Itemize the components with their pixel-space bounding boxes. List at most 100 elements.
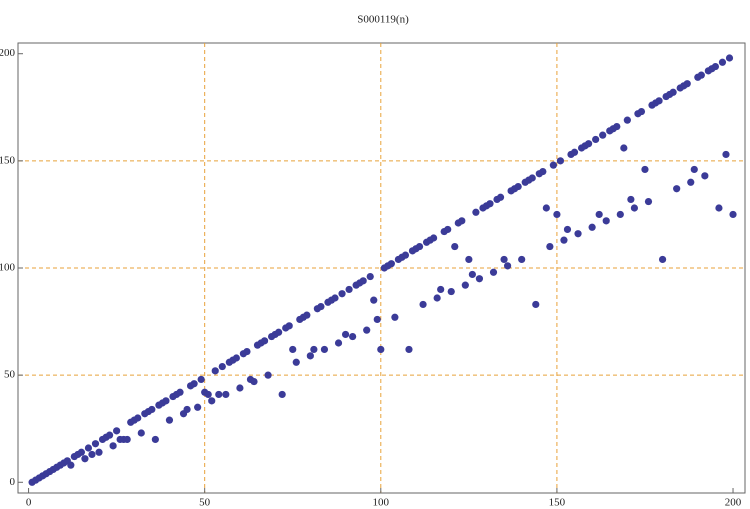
point [690,165,698,174]
point [419,300,427,309]
x-tick-label: 200 [725,497,742,509]
point [77,448,86,456]
point [613,122,621,131]
point [148,405,156,414]
point [528,174,536,182]
x-tick-label: 150 [549,497,566,509]
point [197,375,205,384]
point [437,285,445,294]
point [433,294,441,302]
x-tick-label: 0 [26,497,32,509]
point [289,345,297,354]
point [109,442,117,450]
point [637,107,646,116]
point [275,328,283,336]
y-tick-label: 0 [10,476,16,488]
point [211,367,219,375]
point [574,230,582,238]
point [243,347,251,356]
x-tick-label: 50 [199,497,211,509]
point [105,431,114,439]
point [500,255,508,264]
point [370,296,378,304]
point [701,172,709,180]
point [669,88,677,96]
point [218,362,226,371]
point [151,435,159,444]
point [563,225,572,234]
point [630,204,639,212]
point [430,234,438,242]
point [655,97,663,105]
point [602,217,610,225]
point [137,429,145,437]
point [486,200,494,208]
point [711,62,720,71]
point [176,388,184,396]
y-tick-label: 150 [0,154,16,166]
point [616,210,624,219]
point [366,272,374,281]
point [373,315,381,324]
point [260,337,269,345]
point [334,339,343,347]
point [556,157,565,165]
point [306,352,314,360]
point [320,345,329,354]
point [165,416,174,424]
point [363,326,371,334]
point [451,242,459,251]
point [415,242,424,251]
point [91,440,100,448]
point [292,358,300,366]
point [183,405,191,414]
point [236,384,244,392]
point [285,322,293,330]
point [359,277,367,285]
point [162,397,170,405]
point [549,161,557,169]
point [123,435,131,444]
point [588,223,596,231]
point [447,287,455,296]
point [641,165,649,174]
point [620,144,628,152]
point [264,371,272,379]
point [401,251,410,259]
point [475,275,484,283]
point [623,116,631,124]
point [595,210,603,219]
point [232,354,240,362]
point [303,311,311,319]
point [341,330,350,339]
point [387,260,395,268]
point [134,414,142,422]
point [461,281,469,289]
point [215,390,223,399]
point [539,167,547,176]
point [489,268,498,276]
point [377,345,385,354]
point [250,377,258,386]
point [194,403,202,411]
point [310,345,318,354]
point [95,448,103,456]
point [599,131,607,139]
point [349,332,357,341]
point [585,140,593,148]
point [729,210,737,219]
point [67,461,75,469]
point [532,300,540,309]
point [496,193,505,201]
point [331,294,339,302]
point [514,182,522,191]
point [546,242,554,251]
point [697,71,705,79]
point [468,270,476,279]
point [644,197,653,206]
point [687,178,695,186]
point [113,427,121,435]
point [208,397,216,405]
point [570,148,579,156]
